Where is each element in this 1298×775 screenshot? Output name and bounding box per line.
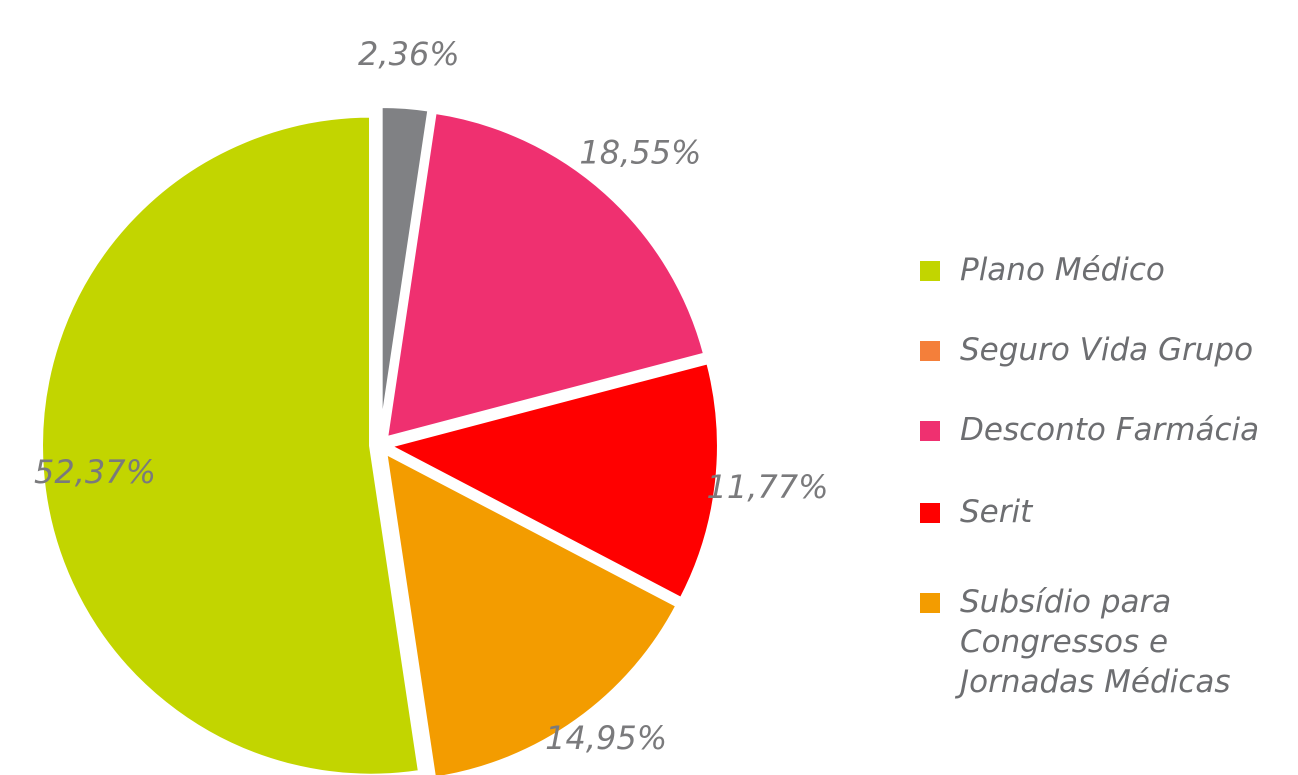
- pie-slice: [383, 359, 721, 602]
- data-label: 2,36%: [358, 35, 460, 73]
- chart: 52,37% 2,36% 18,55% 11,77% 14,95%: [34, 35, 829, 775]
- legend-item: Plano Médico: [920, 250, 1290, 290]
- data-label: 11,77%: [707, 468, 829, 506]
- legend-label: Serit: [960, 494, 1033, 530]
- legend-swatch: [920, 593, 940, 613]
- data-label: 14,95%: [545, 719, 667, 757]
- legend-label: Plano Médico: [960, 252, 1165, 288]
- legend-item: Seguro Vida Grupo: [920, 330, 1290, 370]
- legend-swatch: [920, 421, 940, 441]
- legend-swatch: [920, 261, 940, 281]
- legend-label: Seguro Vida Grupo: [960, 332, 1254, 368]
- data-label: 52,37%: [34, 453, 156, 491]
- pie-slice: [39, 113, 423, 775]
- legend-item: Subsídio para Congressos e Jornadas Médi…: [920, 582, 1290, 702]
- legend-label: Subsídio para Congressos e Jornadas Médi…: [960, 584, 1231, 700]
- legend-swatch: [920, 341, 940, 361]
- data-label: 18,55%: [579, 134, 701, 172]
- pie-slice: [382, 448, 681, 775]
- pie-slice: [378, 104, 432, 437]
- pie-slice: [383, 109, 708, 442]
- legend-label: Desconto Farmácia: [960, 412, 1260, 448]
- legend-item: Serit: [920, 492, 1290, 532]
- legend-swatch: [920, 503, 940, 523]
- legend-item: Desconto Farmácia: [920, 410, 1290, 450]
